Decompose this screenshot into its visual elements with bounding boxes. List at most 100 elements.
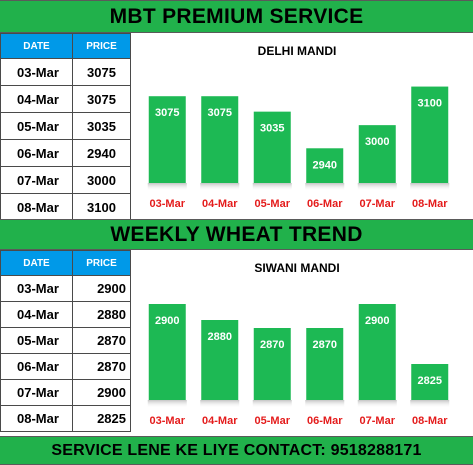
top-banner: MBT PREMIUM SERVICE	[0, 0, 473, 33]
price-header: PRICE	[72, 33, 131, 59]
bar-shadow	[252, 400, 292, 408]
table-row: 03-Mar 3075	[0, 58, 131, 86]
bar-shadow	[147, 400, 187, 408]
bar	[306, 328, 344, 400]
data-label: 2940	[313, 159, 337, 171]
bar-shadow	[357, 183, 397, 191]
middle-banner: WEEKLY WHEAT TREND	[0, 219, 473, 250]
date-cell: 08-Mar	[0, 193, 73, 221]
date-cell: 07-Mar	[0, 166, 73, 194]
data-label: 2880	[208, 331, 232, 343]
data-label: 2900	[155, 315, 179, 327]
date-cell: 06-Mar	[0, 139, 73, 167]
contact-banner: SERVICE LENE KE LIYE CONTACT: 9518288171	[0, 436, 473, 465]
date-header: DATE	[0, 250, 73, 276]
table-row: 04-Mar 2880	[0, 301, 131, 328]
category-label: 08-Mar	[412, 198, 448, 210]
bar-shadow	[305, 183, 345, 191]
price-cell: 3100	[72, 193, 131, 221]
siwani-price-table: DATE PRICE 03-Mar 2900 04-Mar 2880 05-Mar 2…	[0, 250, 131, 432]
category-label: 06-Mar	[307, 198, 343, 210]
table-row: 05-Mar 3035	[0, 112, 131, 140]
bar-shadow	[147, 183, 187, 191]
table-row: 07-Mar 2900	[0, 379, 131, 406]
delhi-chart-svg: DELHI MANDI 3075 03-Mar 3075 04-Mar 3035 05-Ma…	[147, 44, 450, 210]
bar	[201, 96, 239, 183]
data-label: 2870	[313, 339, 337, 351]
bar	[411, 364, 449, 400]
date-header: DATE	[0, 33, 73, 59]
delhi-chart: DELHI MANDI 3075 03-Mar 3075 04-Mar 3035 05-Ma…	[131, 33, 473, 219]
category-label: 04-Mar	[202, 415, 238, 427]
price-header: PRICE	[72, 250, 131, 276]
bar-shadow	[410, 400, 450, 408]
data-label: 2825	[418, 375, 442, 387]
table-row: 04-Mar 3075	[0, 85, 131, 113]
chart-title: SIWANI MANDI	[254, 261, 339, 275]
siwani-chart-svg: SIWANI MANDI 2900 03-Mar 2880 04-Mar 2870 05-M…	[147, 261, 450, 427]
price-cell: 3075	[72, 85, 131, 113]
bar-shadow	[200, 183, 240, 191]
bar	[358, 304, 396, 400]
table-header-row: DATE PRICE	[0, 33, 131, 59]
chart-title: DELHI MANDI	[258, 44, 337, 58]
table-row: 05-Mar 2870	[0, 327, 131, 354]
category-label: 08-Mar	[412, 415, 448, 427]
category-label: 05-Mar	[255, 415, 291, 427]
date-cell: 04-Mar	[0, 301, 73, 328]
category-label: 07-Mar	[360, 415, 396, 427]
bar	[253, 111, 291, 183]
price-cell: 2940	[72, 139, 131, 167]
price-cell: 2870	[72, 353, 131, 380]
delhi-price-table: DATE PRICE 03-Mar 3075 04-Mar 3075 05-Mar 3…	[0, 33, 131, 221]
bar	[201, 320, 239, 400]
data-label: 3035	[260, 123, 284, 135]
bar	[358, 125, 396, 183]
category-label: 06-Mar	[307, 415, 343, 427]
category-label: 03-Mar	[150, 415, 186, 427]
table-row: 06-Mar 2870	[0, 353, 131, 380]
price-cell: 2900	[72, 379, 131, 406]
table-row: 06-Mar 2940	[0, 139, 131, 167]
table-row: 08-Mar 2825	[0, 405, 131, 432]
date-cell: 06-Mar	[0, 353, 73, 380]
bar-shadow	[305, 400, 345, 408]
date-cell: 03-Mar	[0, 275, 73, 302]
date-cell: 05-Mar	[0, 112, 73, 140]
bar	[148, 96, 186, 183]
date-cell: 04-Mar	[0, 85, 73, 113]
price-cell: 2900	[72, 275, 131, 302]
price-cell: 2825	[72, 405, 131, 432]
category-label: 05-Mar	[255, 198, 291, 210]
price-cell: 3075	[72, 58, 131, 86]
price-cell: 3035	[72, 112, 131, 140]
bar-shadow	[410, 183, 450, 191]
bar-shadow	[357, 400, 397, 408]
table-row: 08-Mar 3100	[0, 193, 131, 221]
bar-shadow	[252, 183, 292, 191]
date-cell: 05-Mar	[0, 327, 73, 354]
table-header-row: DATE PRICE	[0, 250, 131, 276]
price-cell: 2880	[72, 301, 131, 328]
data-label: 3100	[418, 98, 442, 110]
bar-shadow	[200, 400, 240, 408]
table-row: 03-Mar 2900	[0, 275, 131, 302]
bar	[306, 148, 344, 183]
price-cell: 2870	[72, 327, 131, 354]
data-label: 2900	[365, 315, 389, 327]
date-cell: 08-Mar	[0, 405, 73, 432]
data-label: 3075	[155, 107, 179, 119]
bar	[411, 86, 449, 183]
date-cell: 03-Mar	[0, 58, 73, 86]
category-label: 07-Mar	[360, 198, 396, 210]
data-label: 3000	[365, 136, 389, 148]
bar	[148, 304, 186, 400]
category-label: 04-Mar	[202, 198, 238, 210]
data-label: 2870	[260, 339, 284, 351]
siwani-chart: SIWANI MANDI 2900 03-Mar 2880 04-Mar 2870 05-M…	[131, 250, 473, 436]
price-cell: 3000	[72, 166, 131, 194]
data-label: 3075	[208, 107, 232, 119]
bar	[253, 328, 291, 400]
date-cell: 07-Mar	[0, 379, 73, 406]
